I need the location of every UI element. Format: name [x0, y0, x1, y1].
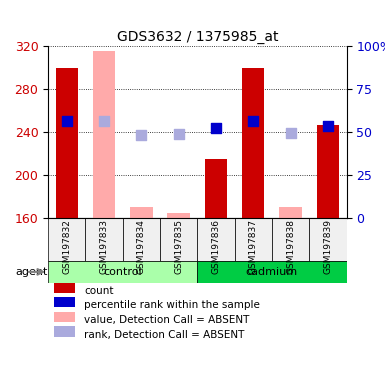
Text: cadmium: cadmium — [246, 267, 298, 277]
Bar — [167, 213, 190, 218]
FancyBboxPatch shape — [234, 218, 272, 261]
Text: count: count — [84, 286, 114, 296]
Bar — [54, 311, 75, 322]
Text: GSM197832: GSM197832 — [62, 219, 71, 274]
Bar — [93, 51, 115, 218]
Bar — [54, 282, 75, 293]
Text: GSM197833: GSM197833 — [100, 219, 109, 274]
Text: GSM197836: GSM197836 — [211, 219, 221, 274]
Text: GSM197834: GSM197834 — [137, 219, 146, 274]
Text: GSM197835: GSM197835 — [174, 219, 183, 274]
Point — [176, 131, 182, 137]
FancyBboxPatch shape — [309, 218, 346, 261]
Bar — [242, 68, 264, 218]
FancyBboxPatch shape — [123, 218, 160, 261]
Bar — [130, 207, 152, 218]
Bar — [54, 297, 75, 308]
Bar — [54, 326, 75, 337]
Bar — [55, 68, 78, 218]
Text: control: control — [104, 267, 142, 277]
Point — [325, 122, 331, 129]
Text: GSM197839: GSM197839 — [323, 219, 332, 274]
Point — [64, 118, 70, 124]
Point — [138, 132, 144, 138]
FancyBboxPatch shape — [48, 218, 85, 261]
FancyBboxPatch shape — [160, 218, 197, 261]
FancyBboxPatch shape — [48, 261, 197, 283]
Text: percentile rank within the sample: percentile rank within the sample — [84, 300, 260, 310]
Point — [213, 125, 219, 131]
Point — [288, 130, 294, 136]
Bar — [280, 207, 302, 218]
Bar — [316, 124, 339, 218]
Point — [250, 118, 256, 124]
Text: value, Detection Call = ABSENT: value, Detection Call = ABSENT — [84, 315, 249, 325]
Text: GSM197837: GSM197837 — [249, 219, 258, 274]
FancyBboxPatch shape — [197, 218, 234, 261]
Text: GSM197838: GSM197838 — [286, 219, 295, 274]
FancyBboxPatch shape — [272, 218, 309, 261]
Text: rank, Detection Call = ABSENT: rank, Detection Call = ABSENT — [84, 330, 244, 340]
Title: GDS3632 / 1375985_at: GDS3632 / 1375985_at — [117, 30, 278, 44]
Point — [101, 118, 107, 124]
FancyBboxPatch shape — [197, 261, 346, 283]
FancyBboxPatch shape — [85, 218, 123, 261]
Text: agent: agent — [16, 267, 48, 277]
Bar — [205, 159, 227, 218]
